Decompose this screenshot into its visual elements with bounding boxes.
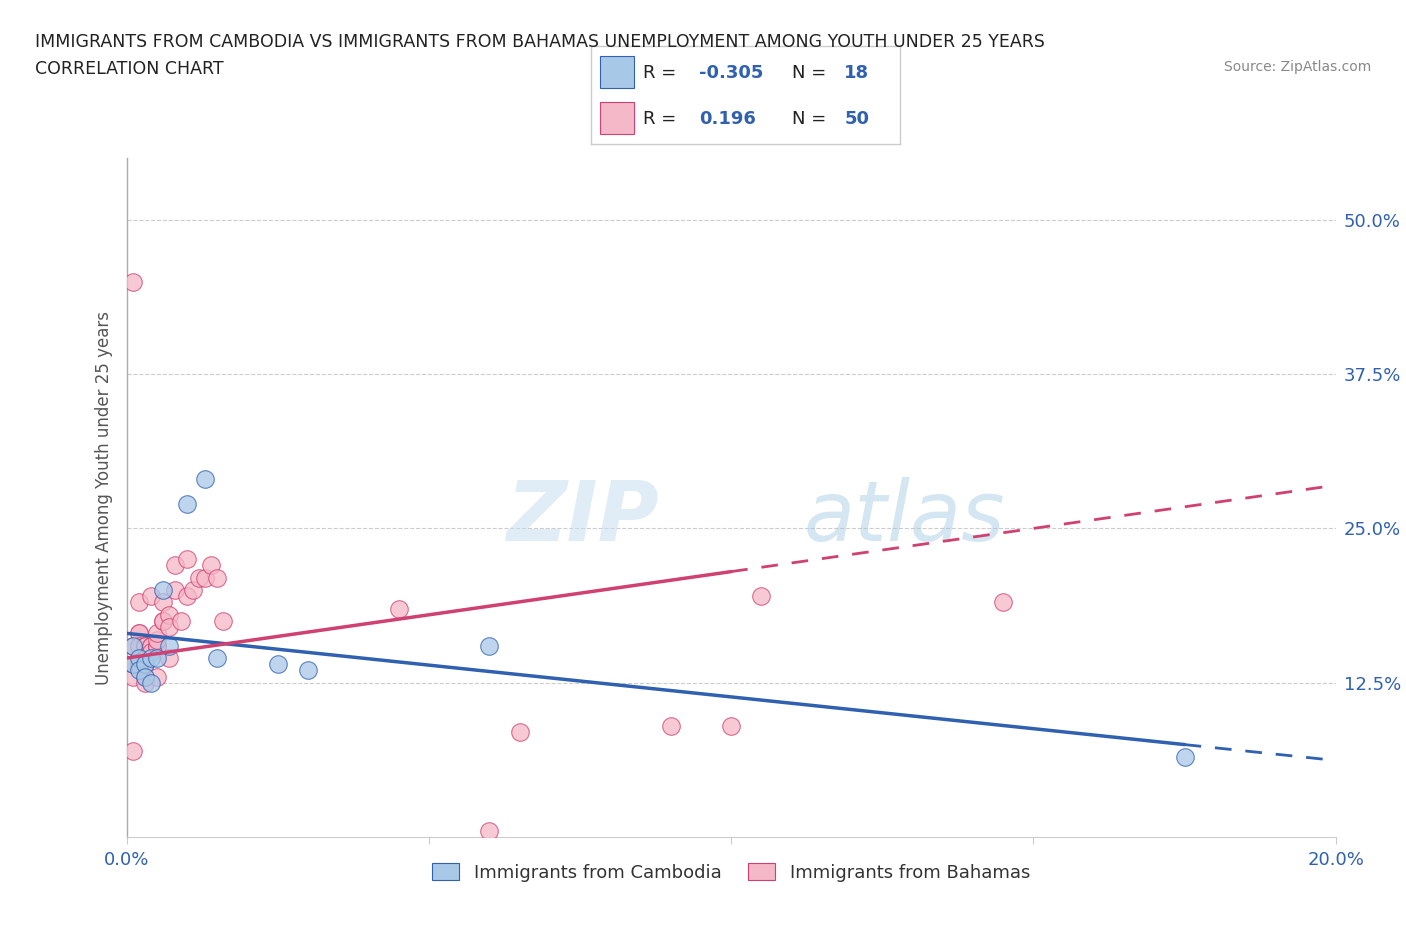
Point [128,657,150,671]
Point [163,583,186,598]
Text: N =: N = [792,110,825,127]
Point [176,589,198,604]
Point [181,583,204,598]
FancyBboxPatch shape [600,56,634,88]
Point [139,651,162,666]
Y-axis label: Unemployment Among Youth under 25 years: Unemployment Among Youth under 25 years [94,311,112,684]
Point [146,651,169,666]
Point [146,632,169,647]
Point [121,638,143,653]
Text: N =: N = [792,64,825,82]
Point [993,595,1015,610]
Point [157,638,180,653]
Text: 18: 18 [844,64,869,82]
Point [188,570,211,585]
Text: R =: R = [643,110,676,127]
Point [134,651,156,666]
Text: IMMIGRANTS FROM CAMBODIA VS IMMIGRANTS FROM BAHAMAS UNEMPLOYMENT AMONG YOUTH UND: IMMIGRANTS FROM CAMBODIA VS IMMIGRANTS F… [35,33,1045,50]
Point [128,595,150,610]
Point [152,583,174,598]
Point [134,657,156,671]
Point [121,274,143,289]
Point [128,626,150,641]
Point [121,743,143,758]
Point [194,472,217,486]
Point [157,651,180,666]
Point [128,638,150,653]
Point [121,638,143,653]
Point [152,614,174,629]
Point [139,675,162,690]
Point [128,626,150,641]
Point [478,638,501,653]
Point [121,669,143,684]
Legend: Immigrants from Cambodia, Immigrants from Bahamas: Immigrants from Cambodia, Immigrants fro… [425,856,1038,889]
Point [134,669,156,684]
Point [157,619,180,634]
Text: atlas: atlas [804,477,1005,558]
Point [146,626,169,641]
Point [128,651,150,666]
Point [152,614,174,629]
Point [509,724,531,739]
Point [194,570,217,585]
Point [139,644,162,659]
Point [152,595,174,610]
Point [478,823,501,838]
Point [134,669,156,684]
Point [134,657,156,671]
Point [163,558,186,573]
Text: -0.305: -0.305 [699,64,763,82]
Point [388,601,411,616]
Point [146,638,169,653]
Point [121,657,143,671]
Text: R =: R = [643,64,676,82]
Point [720,719,742,734]
Point [134,638,156,653]
Point [146,638,169,653]
Point [170,614,193,629]
Point [139,589,162,604]
Point [205,570,228,585]
Text: 50: 50 [844,110,869,127]
FancyBboxPatch shape [600,102,634,135]
Point [659,719,682,734]
Point [146,669,169,684]
Text: CORRELATION CHART: CORRELATION CHART [35,60,224,78]
Point [139,638,162,653]
Text: 0.196: 0.196 [699,110,755,127]
Point [134,638,156,653]
Point [751,589,773,604]
Point [176,497,198,512]
Point [267,657,290,671]
Point [205,651,228,666]
Point [139,638,162,653]
Point [134,675,156,690]
Point [1173,750,1195,764]
Point [157,607,180,622]
Point [128,663,150,678]
Text: ZIP: ZIP [506,477,658,558]
Point [121,657,143,671]
Point [134,638,156,653]
Point [200,558,222,573]
Text: Source: ZipAtlas.com: Source: ZipAtlas.com [1223,60,1371,74]
Point [176,551,198,566]
Point [212,614,235,629]
Point [297,663,319,678]
